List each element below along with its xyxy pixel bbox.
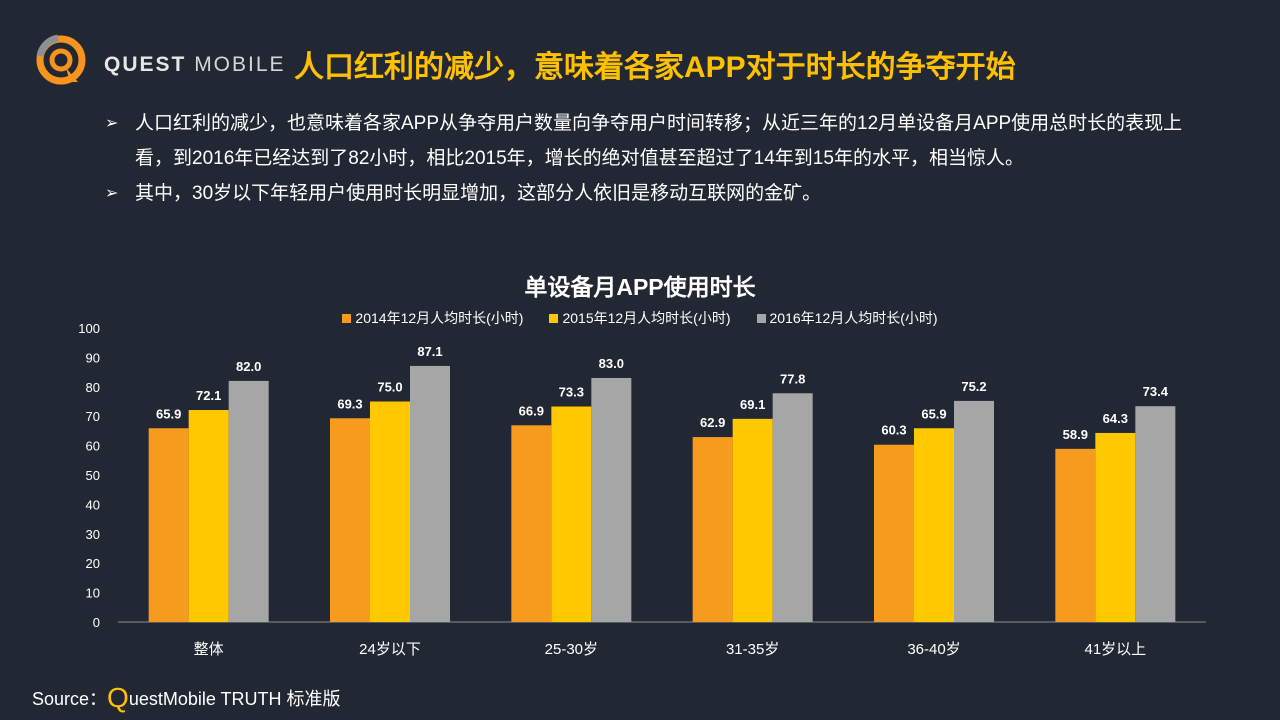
bar xyxy=(1095,432,1136,622)
data-label: 69.1 xyxy=(740,397,765,412)
bar xyxy=(772,393,813,622)
bullet-text: 人口红利的减少，也意味着各家APP从争夺用户数量向争夺用户时间转移；从近三年的1… xyxy=(135,113,1183,169)
bar xyxy=(1135,406,1176,622)
x-tick-label: 36-40岁 xyxy=(907,641,960,658)
bullet-list: ➢ 人口红利的减少，也意味着各家APP从争夺用户数量向争夺用户时间转移；从近三年… xyxy=(105,106,1185,211)
data-label: 66.9 xyxy=(519,403,544,418)
data-label: 72.1 xyxy=(196,388,221,403)
bar xyxy=(914,428,954,622)
y-tick-label: 80 xyxy=(86,380,100,395)
bar xyxy=(330,418,370,622)
data-label: 60.3 xyxy=(881,423,906,438)
bar xyxy=(511,425,552,622)
x-tick-label: 31-35岁 xyxy=(726,641,779,658)
bar xyxy=(148,428,189,622)
bullet-item: ➢ 其中，30岁以下年轻用户使用时长明显增加，这部分人依旧是移动互联网的金矿。 xyxy=(105,176,1185,211)
data-label: 62.9 xyxy=(700,415,725,430)
legend-label: 2016年12月人均时长(小时) xyxy=(769,310,938,326)
data-label: 83.0 xyxy=(599,356,624,371)
y-tick-label: 50 xyxy=(86,468,100,483)
bar xyxy=(1055,448,1096,622)
y-tick-label: 40 xyxy=(86,497,100,512)
x-tick-label: 25-30岁 xyxy=(545,641,598,658)
y-tick-label: 60 xyxy=(86,439,100,454)
bar xyxy=(228,380,269,622)
bullet-item: ➢ 人口红利的减少，也意味着各家APP从争夺用户数量向争夺用户时间转移；从近三年… xyxy=(105,106,1185,176)
y-tick-label: 30 xyxy=(86,527,100,542)
legend-item: 2014年12月人均时长(小时) xyxy=(342,308,523,328)
y-tick-label: 20 xyxy=(86,556,100,571)
logo-sub: MOBILE xyxy=(194,53,286,76)
y-tick-label: 90 xyxy=(86,350,100,365)
legend-item: 2016年12月人均时长(小时) xyxy=(756,308,938,328)
page-title: 人口红利的减少，意味着各家APP对于时长的争夺开始 xyxy=(294,51,1016,84)
x-tick-label: 24岁以下 xyxy=(359,641,421,658)
data-label: 73.4 xyxy=(1143,384,1169,399)
bar xyxy=(188,410,229,622)
bar xyxy=(410,365,450,622)
x-tick-label: 整体 xyxy=(194,641,224,658)
data-label: 75.2 xyxy=(961,379,986,394)
bar xyxy=(732,418,773,622)
source-q: Q xyxy=(107,682,129,713)
data-label: 75.0 xyxy=(377,380,402,395)
bar xyxy=(692,437,733,622)
y-tick-label: 10 xyxy=(86,586,100,601)
data-label: 73.3 xyxy=(559,384,584,399)
legend-swatch xyxy=(549,313,559,323)
x-tick-label: 41岁以上 xyxy=(1084,641,1146,658)
bar xyxy=(591,377,632,622)
source-rest: uestMobile TRUTH 标准版 xyxy=(128,689,341,709)
chart-legend: 2014年12月人均时长(小时) 2015年12月人均时长(小时) 2016年1… xyxy=(0,308,1280,328)
quest-mobile-logo-icon xyxy=(36,34,86,85)
data-label: 65.9 xyxy=(156,406,181,421)
logo-text: QUEST MOBILE xyxy=(104,53,286,77)
legend-label: 2015年12月人均时长(小时) xyxy=(562,310,731,326)
data-label: 58.9 xyxy=(1063,427,1088,442)
arrow-bullet-icon: ➢ xyxy=(105,185,119,202)
bar xyxy=(954,400,994,622)
data-label: 65.9 xyxy=(921,406,946,421)
data-label: 77.8 xyxy=(780,371,805,386)
legend-label: 2014年12月人均时长(小时) xyxy=(355,310,524,326)
bar xyxy=(874,444,914,622)
source-prefix: Source： xyxy=(32,689,108,709)
source-note: Source：QuestMobile TRUTH 标准版 xyxy=(32,682,341,714)
data-label: 69.3 xyxy=(337,396,362,411)
bullet-text: 其中，30岁以下年轻用户使用时长明显增加，这部分人依旧是移动互联网的金矿。 xyxy=(135,183,822,204)
y-tick-label: 0 xyxy=(93,615,100,630)
legend-item: 2015年12月人均时长(小时) xyxy=(549,308,731,328)
bar xyxy=(370,401,410,622)
data-label: 87.1 xyxy=(417,344,442,359)
logo-brand: QUEST xyxy=(104,53,187,76)
y-tick-label: 70 xyxy=(86,409,100,424)
data-label: 82.0 xyxy=(236,359,261,374)
chart-title: 单设备月APP使用时长 xyxy=(524,274,756,300)
arrow-bullet-icon: ➢ xyxy=(105,115,119,132)
logo: QUEST MOBILE xyxy=(30,28,284,88)
y-tick-label: 100 xyxy=(78,321,100,336)
data-label: 64.3 xyxy=(1103,411,1128,426)
bar xyxy=(551,406,592,622)
legend-swatch xyxy=(756,313,766,323)
legend-swatch xyxy=(342,313,352,323)
